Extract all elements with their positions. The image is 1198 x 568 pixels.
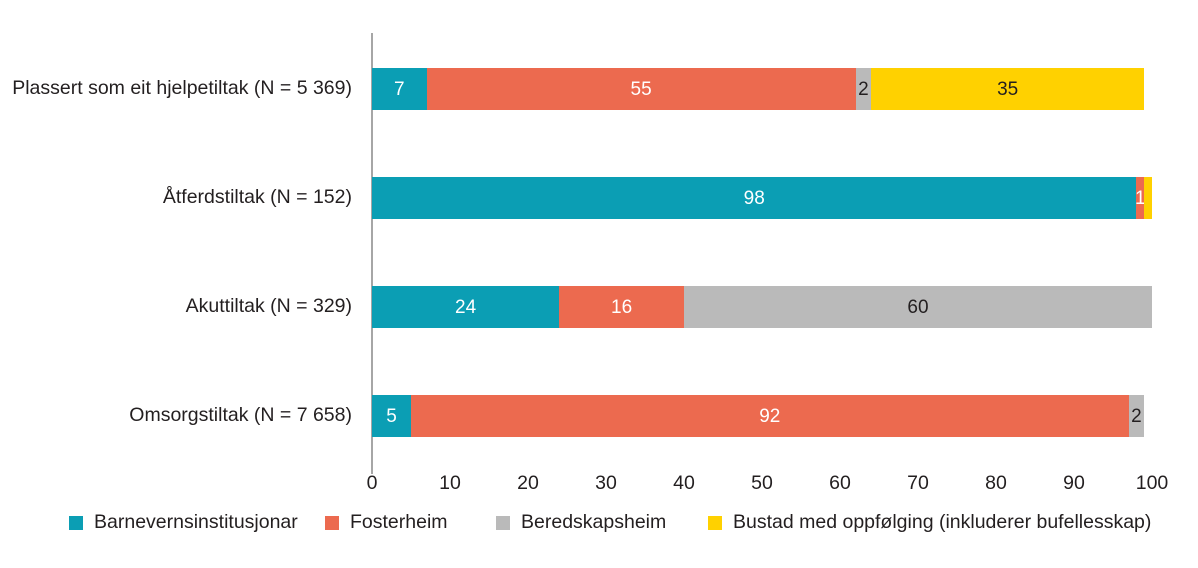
value-axis-tick-label: 40 (673, 472, 695, 494)
legend-label: Barnevernsinstitusjonar (94, 511, 298, 534)
value-axis-tick-label: 80 (985, 472, 1007, 494)
legend-color-swatch (69, 516, 83, 530)
category-label: Omsorgstiltak (N = 7 658) (129, 404, 352, 426)
bar-value-label: 16 (611, 296, 633, 318)
bar-value-label: 35 (997, 78, 1019, 100)
legend-item[interactable]: Bustad med oppfølging (inkluderer bufell… (708, 508, 1151, 538)
bar-segment: 55 (426, 68, 856, 110)
value-axis-tick-stub (371, 466, 373, 474)
bar-segment: 60 (684, 286, 1152, 328)
value-axis-tick-label: 30 (595, 472, 617, 494)
bar-segment: 2 (855, 68, 872, 110)
legend-label: Bustad med oppfølging (inkluderer bufell… (733, 511, 1152, 534)
bar-value-label: 2 (1131, 405, 1142, 427)
bar-segment: 5 (372, 395, 411, 437)
plot-area: 7 55 2 35 98 1 24 16 60 5 92 2 (371, 33, 1152, 474)
value-axis-tick-label: 100 (1135, 472, 1169, 494)
bar-value-label: 98 (743, 187, 765, 209)
value-axis-tick-label: 20 (517, 472, 539, 494)
bar-value-label: 92 (759, 405, 781, 427)
value-axis-ticks: 0 10 20 30 40 50 60 70 80 90 100 (367, 466, 1169, 496)
bar-value-label: 60 (907, 296, 929, 318)
bar-value-label: 24 (455, 296, 477, 318)
bar-value-label: 55 (630, 78, 652, 100)
category-axis-labels: Plassert som eit hjelpetiltak (N = 5 369… (0, 33, 362, 466)
legend-item[interactable]: Fosterheim (325, 508, 448, 538)
bar-row: 24 16 60 (372, 286, 1152, 328)
value-axis-tick-label: 0 (366, 472, 378, 494)
legend-label: Beredskapsheim (521, 511, 667, 534)
value-axis-tick-label: 50 (751, 472, 773, 494)
legend-color-swatch (325, 516, 339, 530)
chart-legend: Barnevernsinstitusjonar Fosterheim Beredsk… (0, 508, 1198, 542)
category-label: Plassert som eit hjelpetiltak (N = 5 369… (12, 77, 352, 99)
bar-segment: 2 (1128, 395, 1145, 437)
bar-segment: 98 (372, 177, 1137, 219)
legend-item[interactable]: Barnevernsinstitusjonar (69, 508, 298, 538)
bar-value-label: 5 (386, 405, 397, 427)
bar-segment: 1 (1136, 177, 1145, 219)
value-axis-line (371, 33, 373, 466)
value-axis-tick-label: 70 (907, 472, 929, 494)
bar-value-label: 7 (394, 78, 405, 100)
bar-segment: 7 (372, 68, 427, 110)
legend-color-swatch (708, 516, 722, 530)
bar-segment: 92 (411, 395, 1129, 437)
category-label: Akuttiltak (N = 329) (185, 295, 352, 317)
value-axis-tick-label: 60 (829, 472, 851, 494)
bar-row: 5 92 2 (372, 395, 1152, 437)
legend-item[interactable]: Beredskapsheim (496, 508, 666, 538)
value-axis-tick-label: 10 (439, 472, 461, 494)
bar-value-label: 2 (858, 78, 869, 100)
bar-segment: 24 (372, 286, 560, 328)
bar-row: 7 55 2 35 (372, 68, 1152, 110)
value-axis-tick-label: 90 (1063, 472, 1085, 494)
legend-label: Fosterheim (350, 511, 448, 534)
legend-color-swatch (496, 516, 510, 530)
bar-row: 98 1 (372, 177, 1152, 219)
bar-segment: 16 (559, 286, 684, 328)
category-label: Åtferdstiltak (N = 152) (162, 186, 352, 208)
bar-segment: 35 (871, 68, 1145, 110)
bar-value-label: 1 (1136, 187, 1145, 209)
bar-segment (1144, 177, 1152, 219)
